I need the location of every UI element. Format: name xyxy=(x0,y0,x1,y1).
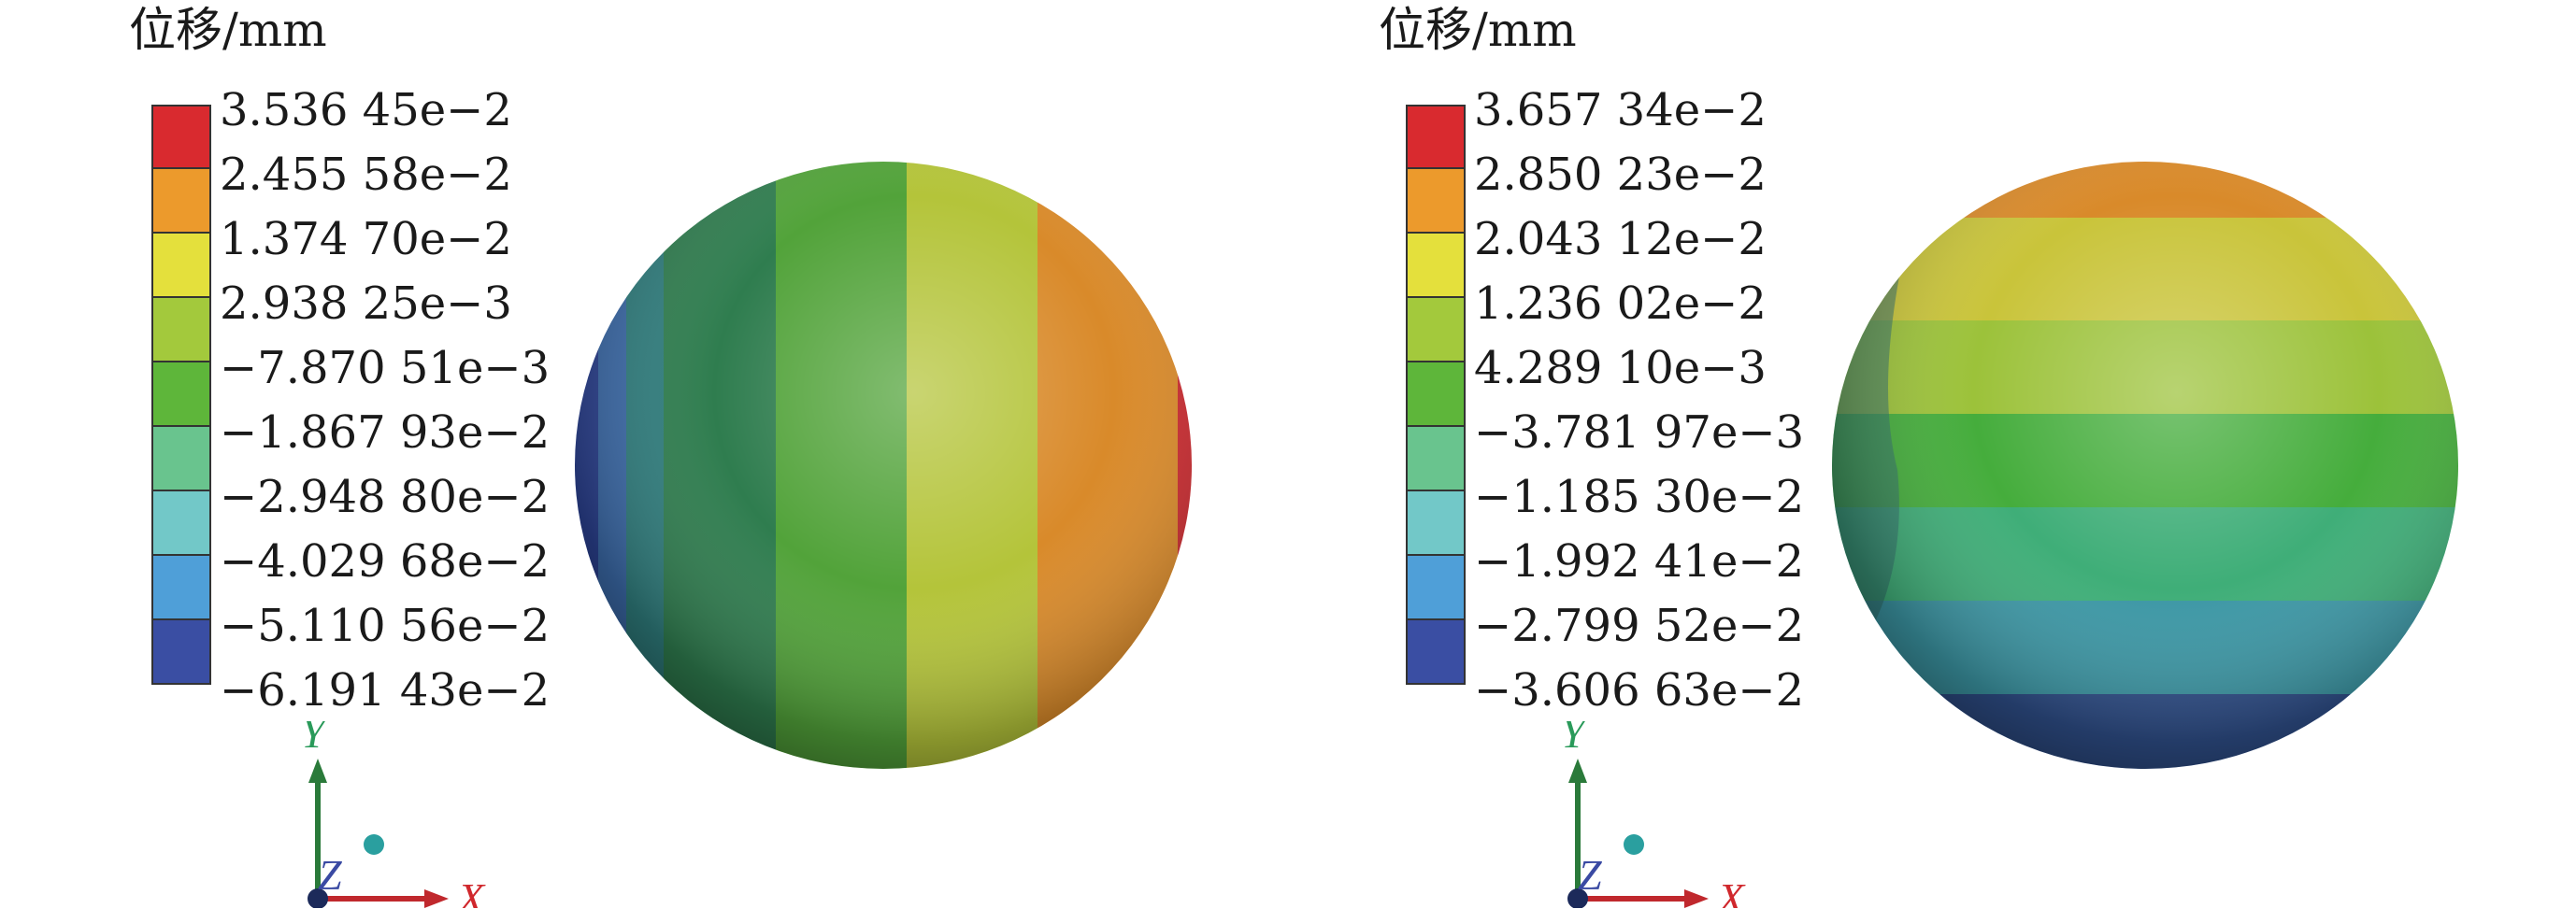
legend-value: −6.191 43e−2 xyxy=(220,664,551,717)
legend-value: −1.867 93e−2 xyxy=(220,406,551,459)
legend-swatch xyxy=(151,169,211,234)
legend-value: 2.938 25e−3 xyxy=(220,277,512,330)
x-axis-arrowhead xyxy=(424,889,449,908)
legend-value: −3.781 97e−3 xyxy=(1474,406,1805,459)
legend-value: 4.289 10e−3 xyxy=(1474,342,1767,394)
legend-swatch xyxy=(1406,556,1466,620)
legend-value: −2.948 80e−2 xyxy=(220,471,551,523)
legend-value: 2.455 58e−2 xyxy=(220,149,512,201)
legend-swatch xyxy=(151,298,211,362)
legend-swatch xyxy=(1406,234,1466,298)
legend-value: −7.870 51e−3 xyxy=(220,342,551,394)
y-axis-label: Y xyxy=(301,721,329,757)
legend-value: −3.606 63e−2 xyxy=(1474,664,1805,717)
y-axis-label: Y xyxy=(1561,721,1589,757)
legend-swatch xyxy=(151,491,211,556)
color-legend-bar xyxy=(151,105,211,685)
legend-swatch xyxy=(1406,105,1466,169)
right-panel: 位移/mm 3.657 34e−2 2.850 23e−2 2.043 12e−… xyxy=(1243,0,2531,923)
legend-value: 3.657 34e−2 xyxy=(1474,84,1767,136)
legend-value: −4.029 68e−2 xyxy=(220,535,551,588)
legend-value: −1.185 30e−2 xyxy=(1474,471,1805,523)
left-panel: 位移/mm 3.536 45e−2 2.455 58e−2 1.374 70e−… xyxy=(129,3,1192,908)
legend-value: −2.799 52e−2 xyxy=(1474,600,1805,652)
legend-swatch xyxy=(151,234,211,298)
legend-swatch xyxy=(151,427,211,491)
displacement-unit-label: 位移/mm xyxy=(129,3,327,57)
legend-value: 2.850 23e−2 xyxy=(1474,149,1767,201)
legend-value: −5.110 56e−2 xyxy=(220,600,551,652)
z-axis-label: Z xyxy=(318,851,342,899)
color-legend-bar xyxy=(1406,105,1466,685)
legend-value: −1.992 41e−2 xyxy=(1474,535,1805,588)
legend-swatch xyxy=(1406,298,1466,362)
legend-value: 3.536 45e−2 xyxy=(220,84,512,136)
legend-swatch xyxy=(1406,169,1466,234)
legend-swatch xyxy=(1406,620,1466,685)
legend-swatch xyxy=(151,620,211,685)
legend-value: 1.374 70e−2 xyxy=(220,213,512,265)
y-axis-arrowhead xyxy=(308,759,327,783)
legend-swatch xyxy=(151,105,211,169)
legend-swatch xyxy=(151,362,211,427)
z-axis-label: Z xyxy=(1578,851,1602,899)
displacement-unit-label: 位移/mm xyxy=(1379,3,1577,57)
x-axis-label: X xyxy=(456,874,486,908)
legend-swatch xyxy=(151,556,211,620)
legend-swatch xyxy=(1406,427,1466,491)
z-axis-point xyxy=(364,834,384,855)
coordinate-axes-triad: Y Z X xyxy=(301,721,486,908)
x-axis-arrowhead xyxy=(1684,889,1709,908)
y-axis-arrowhead xyxy=(1568,759,1587,783)
legend-swatch xyxy=(1406,491,1466,556)
legend-value: 2.043 12e−2 xyxy=(1474,213,1767,265)
coordinate-axes-triad: Y Z X xyxy=(1561,721,1746,908)
legend-value: 1.236 02e−2 xyxy=(1474,277,1767,330)
origin-point xyxy=(1567,888,1588,908)
z-axis-point xyxy=(1624,834,1644,855)
displacement-sphere-horizontal-bands xyxy=(1832,162,2458,769)
origin-point xyxy=(308,888,328,908)
legend-swatch xyxy=(1406,362,1466,427)
displacement-sphere-vertical-bands xyxy=(575,162,1192,769)
x-axis-label: X xyxy=(1716,874,1746,908)
